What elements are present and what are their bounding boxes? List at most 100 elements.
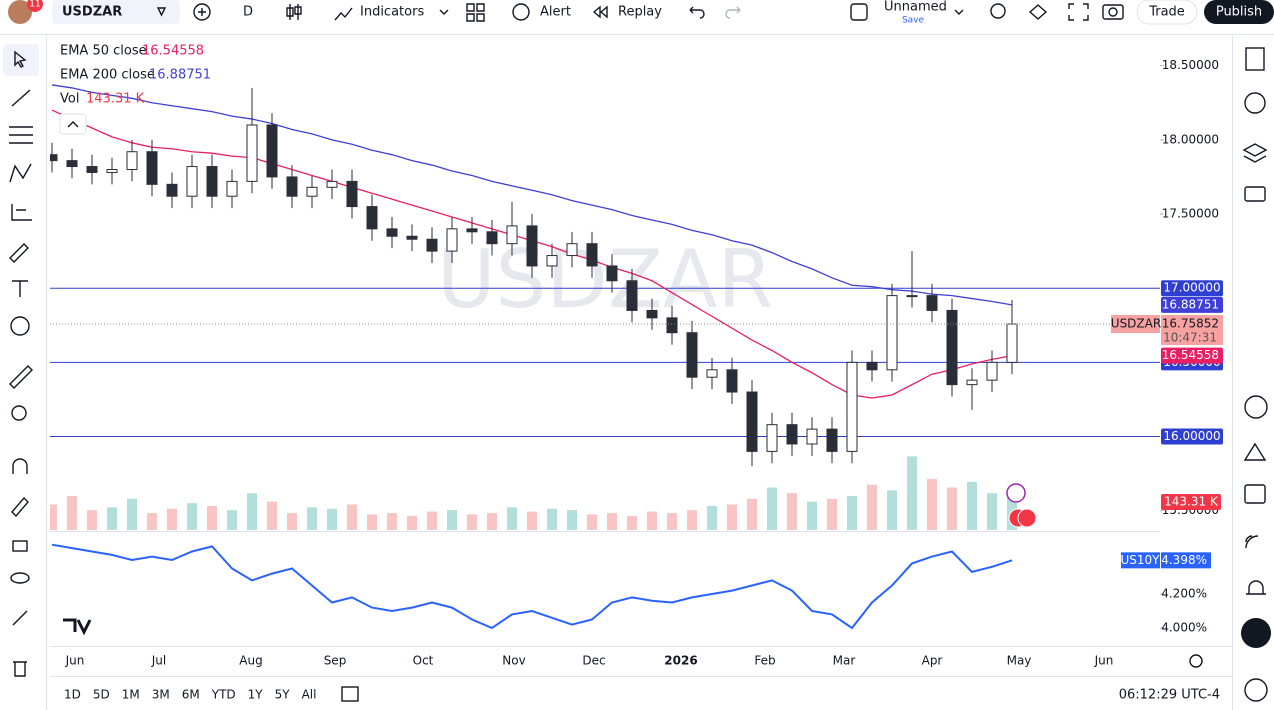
range-button[interactable]: All <box>302 688 317 702</box>
trash-tool[interactable] <box>13 661 27 677</box>
save[interactable]: Save <box>902 16 925 26</box>
y2-tick-label: 4.200% <box>1161 586 1207 600</box>
fullscreen[interactable] <box>1068 3 1089 21</box>
publish[interactable]: Publish <box>1216 5 1262 20</box>
range-button[interactable]: 3M <box>152 688 170 702</box>
layout-name[interactable]: Unnamed <box>884 0 947 15</box>
layout-checkbox[interactable] <box>850 3 868 21</box>
news[interactable] <box>1245 535 1259 549</box>
volume-bar <box>547 508 557 530</box>
x-tick-label: Mar <box>833 654 856 668</box>
trend-line-tool[interactable] <box>11 89 31 107</box>
replay[interactable]: Replay <box>618 5 662 20</box>
snapshot[interactable] <box>1102 4 1124 20</box>
link-tool[interactable] <box>12 610 28 626</box>
visibility-tool[interactable] <box>10 572 30 584</box>
replay-icon[interactable] <box>592 5 608 19</box>
candle-body <box>226 180 238 197</box>
add-symbol[interactable] <box>193 3 211 21</box>
notifications[interactable] <box>1246 580 1266 595</box>
legend-collapse[interactable] <box>59 113 87 135</box>
drawing-mode[interactable] <box>11 496 29 518</box>
alert-icon[interactable] <box>512 3 530 21</box>
more-apps[interactable] <box>1241 618 1271 648</box>
candle-body <box>926 295 938 311</box>
ruler-tool[interactable] <box>9 365 33 389</box>
candle-body <box>146 151 158 185</box>
event-flag[interactable] <box>1017 508 1037 528</box>
candle-body <box>446 228 458 252</box>
pattern-tool[interactable] <box>9 163 32 183</box>
volume-bar <box>147 513 157 530</box>
range-button[interactable]: 5Y <box>275 688 291 702</box>
trade[interactable]: Trade <box>1148 5 1185 20</box>
brush-tool[interactable] <box>9 243 29 263</box>
publish-button[interactable] <box>1204 0 1274 24</box>
volume-bar <box>967 481 977 530</box>
cursor-tool-bg[interactable] <box>3 44 39 76</box>
volume-bar <box>447 510 457 530</box>
lock-tool[interactable] <box>12 540 28 552</box>
range-button[interactable]: 1M <box>122 688 140 702</box>
volume-bar <box>87 510 97 530</box>
candle-body <box>326 180 338 188</box>
undo[interactable] <box>689 6 705 19</box>
candle-body <box>686 332 698 378</box>
range-button[interactable]: 6M <box>182 688 200 702</box>
help[interactable] <box>1244 678 1268 702</box>
redo[interactable] <box>725 6 741 19</box>
price-badge-label: 16.00000 <box>1163 429 1220 443</box>
range-button[interactable]: YTD <box>211 688 236 702</box>
zoom-tool[interactable] <box>11 405 27 421</box>
interval[interactable]: D <box>243 5 253 20</box>
plot <box>50 84 1160 630</box>
indicators-dropdown[interactable] <box>439 9 449 15</box>
forecast-tool[interactable] <box>11 204 32 221</box>
x-tick-label: May <box>1007 654 1032 668</box>
indicators-icon[interactable] <box>334 7 353 21</box>
countdown: 10:47:31 <box>1163 331 1217 345</box>
symbol[interactable]: USDZAR <box>62 5 122 20</box>
symbol-search[interactable] <box>52 0 180 24</box>
alerts-panel[interactable] <box>1244 92 1266 114</box>
tv-logo <box>63 618 92 636</box>
emoji-tool[interactable] <box>10 316 30 336</box>
candle-body <box>346 180 358 208</box>
search-icon[interactable] <box>990 3 1006 19</box>
volume-bar <box>227 510 237 530</box>
range-button[interactable]: 1D <box>64 688 81 702</box>
compare-icon[interactable] <box>156 7 167 17</box>
volume-bar <box>587 514 597 530</box>
range-button[interactable]: 5D <box>93 688 110 702</box>
watchlist[interactable] <box>1245 47 1265 71</box>
calendar[interactable] <box>1244 484 1266 504</box>
text-tool[interactable] <box>12 280 28 297</box>
range-button[interactable]: 1Y <box>248 688 264 702</box>
chat[interactable] <box>1244 186 1266 202</box>
alert[interactable]: Alert <box>540 5 571 20</box>
settings-icon[interactable] <box>1028 4 1048 20</box>
fib-tool[interactable] <box>9 126 33 144</box>
indicators[interactable]: Indicators <box>360 5 424 20</box>
trade-button[interactable] <box>1136 0 1198 25</box>
templates[interactable] <box>466 3 485 22</box>
chart-type[interactable] <box>286 4 302 20</box>
layers[interactable] <box>1242 143 1268 163</box>
x-tick-label: Jun <box>1094 654 1114 668</box>
legend-vol-value: 143.31 K <box>86 92 145 107</box>
top-toolbar <box>0 0 1274 34</box>
candle-body <box>286 176 298 197</box>
layout-dropdown[interactable] <box>954 9 964 15</box>
date-range[interactable] <box>341 686 359 702</box>
axis-settings[interactable] <box>1189 654 1203 668</box>
x-tick-label: Feb <box>754 654 775 668</box>
volume-bar <box>407 515 417 530</box>
tech-analysis[interactable] <box>1244 395 1268 419</box>
event-marker[interactable] <box>1006 483 1026 503</box>
avatar[interactable] <box>8 0 32 24</box>
magnet-tool[interactable] <box>12 458 28 474</box>
volume-bar <box>287 513 297 530</box>
ideas[interactable] <box>1243 442 1267 461</box>
cursor-tool[interactable] <box>14 50 27 68</box>
x-tick-label: Nov <box>502 654 525 668</box>
